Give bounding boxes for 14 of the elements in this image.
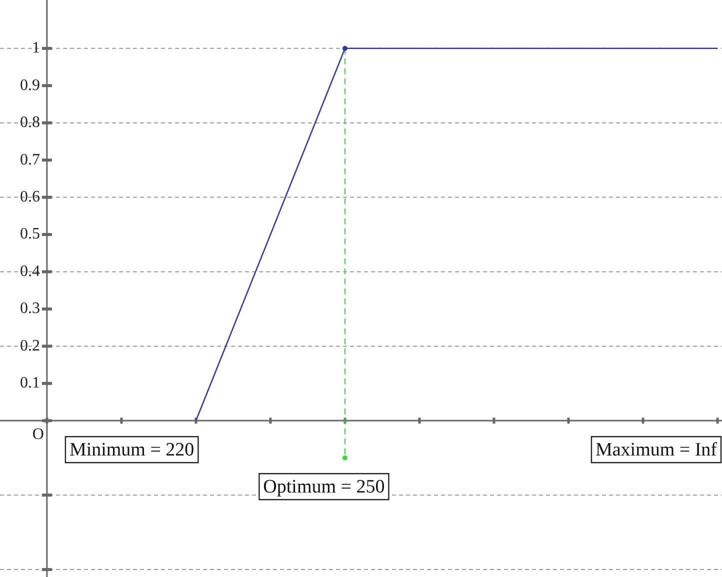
y-tick-label: 0.1 [20, 374, 40, 392]
annotation: Optimum = 250 [263, 476, 385, 498]
y-tick-label: 0.8 [20, 114, 40, 132]
y-tick-label: 1 [32, 40, 40, 57]
y-tick-label: 0.2 [20, 337, 40, 354]
y-tick-label: 0.7 [20, 151, 40, 168]
y-tick-label: 0.6 [20, 188, 40, 206]
annotation: O [32, 426, 44, 443]
annotation: Maximum = Inf [595, 440, 718, 461]
y-tick-label: 0.9 [20, 76, 40, 94]
annotation: Minimum = 220 [69, 440, 194, 461]
y-tick-label: 0.5 [20, 226, 40, 243]
y-tick-label: 0.4 [20, 262, 40, 280]
y-tick-label: 0.3 [20, 300, 40, 318]
